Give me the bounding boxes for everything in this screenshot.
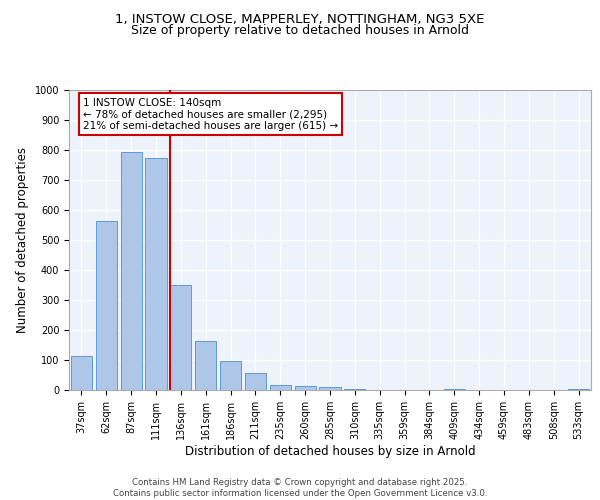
Bar [170,285,191,390]
Bar [568,388,589,390]
Bar [145,158,167,390]
Bar [444,388,465,390]
Bar [245,373,266,390]
Bar [295,386,316,390]
Bar [319,387,341,390]
Bar [344,388,365,390]
Bar [270,384,291,390]
Bar [195,340,216,390]
Y-axis label: Number of detached properties: Number of detached properties [16,147,29,333]
Text: Size of property relative to detached houses in Arnold: Size of property relative to detached ho… [131,24,469,37]
X-axis label: Distribution of detached houses by size in Arnold: Distribution of detached houses by size … [185,444,475,458]
Text: 1 INSTOW CLOSE: 140sqm
← 78% of detached houses are smaller (2,295)
21% of semi-: 1 INSTOW CLOSE: 140sqm ← 78% of detached… [83,98,338,130]
Bar [220,360,241,390]
Bar [71,356,92,390]
Bar [96,222,117,390]
Text: Contains HM Land Registry data © Crown copyright and database right 2025.
Contai: Contains HM Land Registry data © Crown c… [113,478,487,498]
Text: 1, INSTOW CLOSE, MAPPERLEY, NOTTINGHAM, NG3 5XE: 1, INSTOW CLOSE, MAPPERLEY, NOTTINGHAM, … [115,12,485,26]
Bar [121,152,142,390]
